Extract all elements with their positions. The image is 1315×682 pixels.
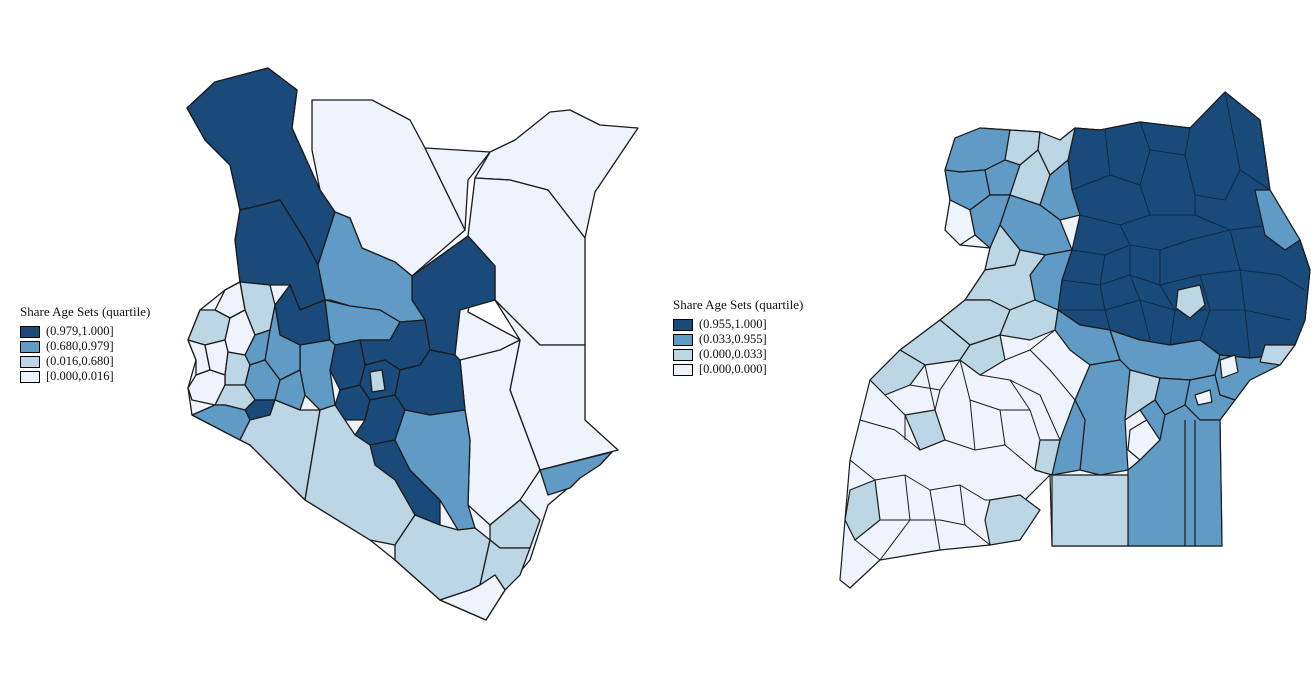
legend-item: [0.000,0.000] <box>673 362 803 377</box>
kenya-legend: Share Age Sets (quartile) (0.979,1.000] … <box>20 304 150 384</box>
legend-swatch <box>20 325 40 338</box>
kenya-region <box>539 451 613 496</box>
uganda-region <box>1254 189 1301 251</box>
uganda-region <box>959 334 1006 376</box>
kenya-region <box>369 369 386 393</box>
kenya-map <box>186 67 639 621</box>
uganda-region <box>1259 344 1296 366</box>
uganda-region <box>1219 354 1239 379</box>
uganda-region <box>1175 284 1206 319</box>
legend-label: (0.955,1.000] <box>699 317 767 331</box>
uganda-region <box>899 319 971 366</box>
legend-swatch <box>673 363 693 376</box>
legend-label: (0.016,0.680] <box>46 354 114 368</box>
uganda-map <box>839 91 1311 589</box>
uganda-internal-borders <box>1058 91 1306 359</box>
legend-item: [0.000,0.016] <box>20 369 150 384</box>
uganda-region <box>869 349 926 396</box>
kenya-region <box>439 574 506 621</box>
legend-label: (0.680,0.979] <box>46 339 114 353</box>
legend-label: [0.000,0.016] <box>46 369 114 383</box>
legend-swatch <box>20 355 40 368</box>
legend-item: (0.033,0.955] <box>673 332 803 347</box>
legend-item: (0.016,0.680] <box>20 354 150 369</box>
legend-item: (0.000,0.033] <box>673 347 803 362</box>
legend-label: [0.000,0.000] <box>699 362 767 376</box>
uganda-region <box>1127 404 1223 547</box>
uganda-internal-borders <box>849 329 1091 561</box>
legend-label: (0.000,0.033] <box>699 347 767 361</box>
legend-item: (0.955,1.000] <box>673 317 803 332</box>
legend-item: (0.979,1.000] <box>20 324 150 339</box>
uganda-region <box>1034 439 1061 476</box>
uganda-region <box>984 494 1041 546</box>
uganda-legend: Share Age Sets (quartile) (0.955,1.000] … <box>673 297 803 377</box>
legend-title: Share Age Sets (quartile) <box>673 297 804 312</box>
kenya-region <box>274 369 306 411</box>
kenya-region <box>239 399 321 501</box>
legend-swatch <box>673 333 693 346</box>
kenya-region <box>304 404 416 546</box>
legend-swatch <box>20 370 40 383</box>
legend-swatch <box>673 348 693 361</box>
legend-label: (0.033,0.955] <box>699 332 767 346</box>
legend-swatch <box>20 340 40 353</box>
kenya-region <box>424 147 491 231</box>
uganda-region <box>844 479 881 541</box>
uganda-region <box>1194 389 1213 406</box>
uganda-region <box>1051 399 1086 476</box>
legend-title: Share Age Sets (quartile) <box>20 304 151 319</box>
legend-label: (0.979,1.000] <box>46 324 114 338</box>
uganda-region <box>1051 474 1129 547</box>
legend-item: (0.680,0.979] <box>20 339 150 354</box>
legend-swatch <box>673 318 693 331</box>
